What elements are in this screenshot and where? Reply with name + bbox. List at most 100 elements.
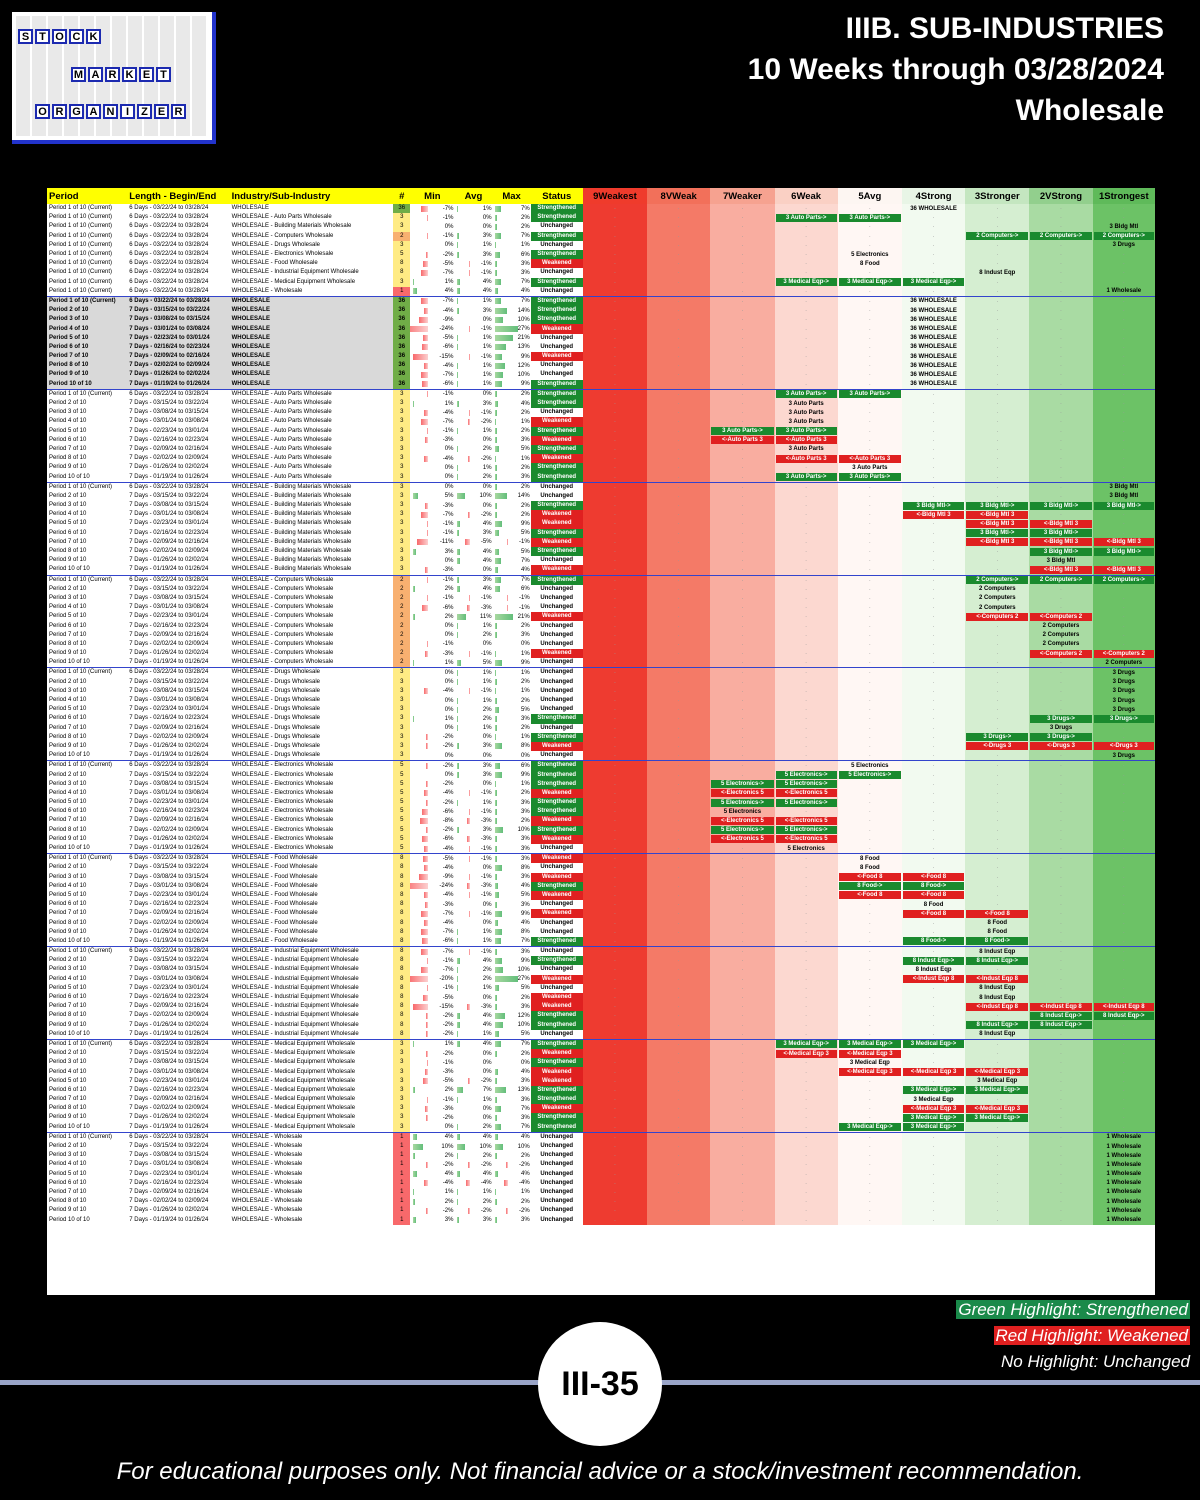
rank-cell: . [647,1131,711,1142]
status-cell: Strengthened [530,388,583,399]
rank-empty-dot: . [869,1030,871,1037]
rank-cell: <-Bldg Mtl 3 [1092,537,1155,547]
rank-empty-dot: . [996,771,999,778]
rank-empty-dot: . [741,1198,744,1205]
rank-cell: . [647,612,711,622]
rank-empty-dot: . [805,957,807,964]
rank-empty-dot: . [1122,594,1125,601]
status-cell: Unchanged [530,1160,583,1170]
rank-cell: . [774,1076,838,1086]
industry-cell: WHOLESALE - Industrial Equipment Wholesa… [229,974,394,984]
max-cell: 10% [492,825,531,835]
rank-cell: . [837,1141,902,1152]
rank-cell: . [1029,807,1093,817]
period-cell: Period 2 of 10 [47,1049,128,1059]
data-bar [494,632,498,639]
data-bar [426,233,428,240]
rank-cell: 5 Electronics-> [774,798,838,808]
percent-value: 3% [482,233,492,240]
rank-label: 3 Medical Eqp [849,1059,890,1066]
period-cell: Period 8 of 10 [47,1104,128,1114]
column-header: Length - Begin/End [127,188,230,204]
percent-value: 3% [482,827,492,834]
length-cell: 7 Days - 02/02/24 to 02/09/24 [127,732,230,742]
rank-cell: . [1029,268,1093,278]
rank-cell: . [582,286,648,297]
avg-cell: -1% [454,872,493,882]
rank-cell: . [582,398,648,409]
count-cell: 3 [393,454,411,464]
rank-cell: . [1029,435,1093,445]
data-bar [494,1078,498,1085]
rank-empty-dot: . [677,287,680,294]
rank-empty-dot: . [805,678,807,685]
rank-empty-dot: . [741,566,744,573]
rank-cell: . [647,807,711,817]
rank-cell: . [710,667,775,678]
avg-cell: 2% [454,444,493,455]
period-cell: Period 9 of 10 [47,649,128,659]
status-cell: Strengthened [530,1058,583,1068]
rank-empty-dot: . [614,1059,616,1066]
rank-empty-dot: . [869,697,871,704]
rank-cell: . [582,1085,648,1095]
industry-cell: WHOLESALE - Building Materials Wholesale [229,546,394,557]
rank-cell: . [647,677,711,687]
rank-cell: . [710,770,775,780]
count-cell: 3 [393,1122,411,1133]
min-cell: 0% [410,1122,455,1133]
length-cell: 7 Days - 01/26/24 to 02/02/24 [127,834,230,844]
rank-cell: . [965,408,1030,418]
rank-label: <-Indust Eqp 8 [1030,1002,1092,1011]
count-cell: 1 [393,1131,411,1142]
min-cell: -3% [410,900,455,910]
industry-cell: WHOLESALE - Auto Parts Wholesale [229,454,394,464]
rank-empty-dot: . [805,223,807,230]
data-bar [424,688,428,695]
count-cell: 8 [393,946,411,957]
data-bar [494,344,506,351]
rank-cell: 3 Drugs-> [1029,714,1093,724]
data-bar [456,279,461,286]
rank-empty-dot: . [1122,307,1125,314]
industry-cell: WHOLESALE - Drugs Wholesale [229,741,394,752]
rank-empty-dot: . [805,604,807,611]
rank-cell: . [774,501,838,511]
rank-cell: . [647,268,711,278]
rank-cell: . [1092,974,1155,984]
max-cell: 13% [492,1085,531,1095]
data-bar [494,994,497,1001]
rank-cell: . [774,463,838,473]
rank-empty-dot: . [614,464,616,471]
rank-empty-dot: . [996,1152,999,1159]
rank-cell: . [647,295,711,307]
length-cell: 6 Days - 03/22/24 to 03/28/24 [127,295,230,307]
rank-empty-dot: . [677,1003,680,1010]
rank-cell: . [582,370,648,380]
table-row: Period 6 of 10 7 Days - 02/16/24 to 02/23… [47,528,1155,538]
percent-value: 1% [482,344,492,351]
rank-cell: . [647,714,711,724]
rank-empty-dot: . [996,1096,999,1103]
data-bar [456,929,458,936]
rank-cell: 36 WHOLESALE [901,352,966,362]
rank-cell: . [901,863,966,873]
count-cell: 2 [393,639,411,649]
rank-cell: 3 Auto Parts [774,417,838,427]
rank-cell: . [710,639,775,649]
table-row: Period 5 of 10 7 Days - 02/23/24 to 03/01… [47,1169,1155,1179]
industry-cell: WHOLESALE - Industrial Equipment Wholesa… [229,983,394,993]
rank-cell: . [1092,760,1155,771]
rank-cell: . [901,408,966,418]
rank-cell: <-Electronics 5 [774,788,838,798]
rank-empty-dot: . [805,511,807,518]
industry-cell: WHOLESALE - Auto Parts Wholesale [229,417,394,427]
status-cell: Weakened [530,1002,583,1012]
rank-label: <-Food 8 [902,909,965,918]
rank-cell: . [710,574,775,585]
rank-cell: . [1092,352,1155,362]
rank-cell: . [965,1187,1030,1198]
industry-cell: WHOLESALE - Industrial Equipment Wholesa… [229,1029,394,1040]
percent-value: 9% [521,957,530,964]
rank-cell: . [710,342,775,352]
